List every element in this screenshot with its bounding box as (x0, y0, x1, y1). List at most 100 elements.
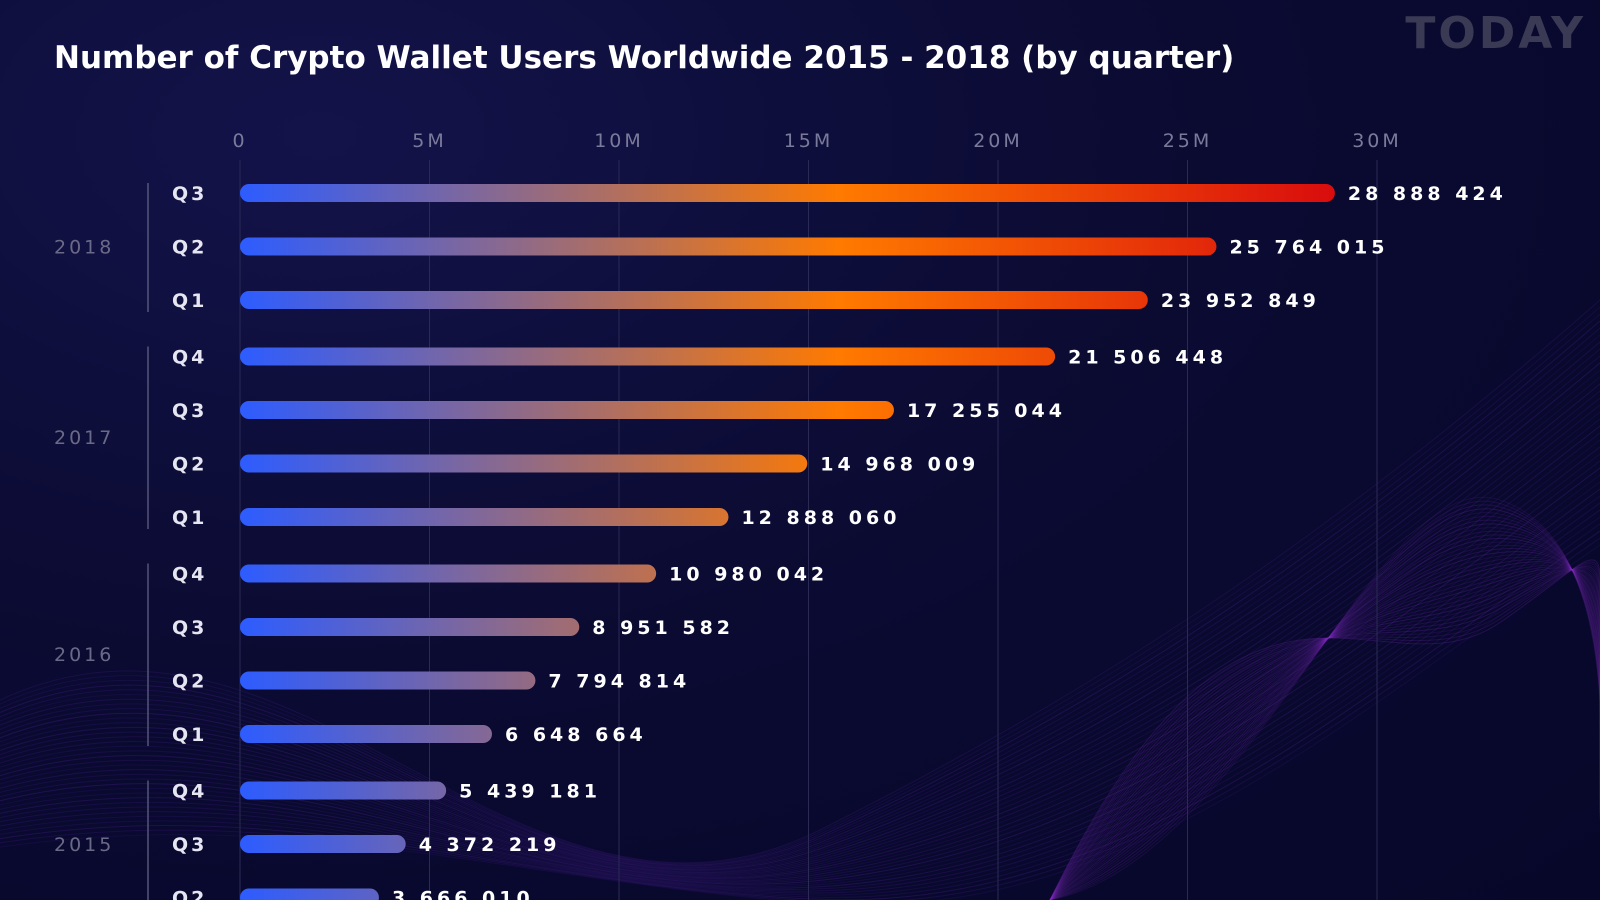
wave-line (1049, 567, 1600, 900)
bar (240, 237, 1217, 256)
value-label: 28 888 424 (1348, 183, 1507, 205)
wave-line (1049, 559, 1600, 900)
bar (240, 454, 808, 473)
wave-line (0, 481, 1600, 888)
x-tick-label: 20M (973, 130, 1023, 152)
x-tick-label: 25M (1163, 130, 1213, 152)
wave-line (1049, 544, 1600, 900)
wave-line (0, 383, 1600, 874)
wave-line (1049, 568, 1600, 900)
wave-line (1049, 541, 1600, 900)
bar (240, 184, 1335, 202)
wave-line (0, 432, 1600, 880)
quarter-label: Q1 (172, 507, 207, 529)
wave-line (0, 299, 1600, 864)
x-axis-ticks: 0 5M 10M 15M 20M 25M 30M (232, 130, 1398, 152)
value-label: 17 255 044 (907, 400, 1066, 422)
quarter-label: Q1 (172, 290, 207, 312)
bar (240, 671, 536, 690)
quarter-label: Q1 (172, 724, 207, 746)
wave-line (0, 425, 1600, 879)
quarter-label: Q2 (172, 671, 207, 693)
wave-line (0, 341, 1600, 869)
quarter-label: Q3 (172, 617, 207, 639)
wave-line (1049, 568, 1600, 900)
value-label: 23 952 849 (1161, 290, 1320, 312)
value-label: 12 888 060 (741, 507, 900, 529)
value-label: 14 968 009 (820, 454, 979, 476)
x-tick-label: 0 (232, 130, 247, 152)
wave-line (0, 495, 1600, 891)
wave-line (0, 509, 1600, 894)
year-label: 2016 (54, 644, 114, 666)
wave-line (0, 334, 1600, 868)
value-label: 21 506 448 (1068, 347, 1227, 369)
wave-line (1049, 500, 1600, 900)
quarter-label: Q3 (172, 183, 207, 205)
quarter-label: Q4 (172, 564, 207, 586)
wave-line (1049, 563, 1600, 900)
wave-line (1049, 496, 1600, 900)
value-label: 25 764 015 (1229, 237, 1388, 259)
chart-title: Number of Crypto Wallet Users Worldwide … (54, 40, 1235, 76)
wave-line (1049, 564, 1600, 900)
wave-line (0, 397, 1600, 875)
value-label: 10 980 042 (669, 564, 828, 586)
wave-line (1049, 534, 1600, 900)
bar (240, 564, 657, 583)
year-groups: 2018 2017 2016 2015 (54, 183, 149, 900)
wave-line (1049, 537, 1600, 900)
wave-line (1049, 561, 1600, 900)
wave-line (0, 439, 1600, 881)
wave-line (0, 537, 1600, 900)
value-label: 7 794 814 (548, 671, 690, 693)
value-label: 8 951 582 (592, 617, 734, 639)
x-tick-label: 5M (412, 130, 446, 152)
wave-line (1049, 566, 1600, 900)
wave-line (0, 327, 1600, 867)
quarter-label: Q2 (172, 454, 207, 476)
wave-line (0, 488, 1600, 889)
wave-line (0, 523, 1600, 898)
bar (240, 618, 580, 636)
bar (240, 781, 447, 800)
grid-lines (239, 160, 1378, 900)
wave-line (0, 320, 1600, 866)
wave-line (1049, 559, 1600, 900)
wave-line (1049, 523, 1600, 900)
wave-line (1049, 561, 1600, 900)
year-label: 2017 (54, 427, 114, 449)
wave-line (0, 502, 1600, 892)
year-label: 2018 (54, 237, 114, 259)
wave-line (1049, 527, 1600, 900)
quarter-label: Q4 (172, 781, 207, 803)
wave-line (1049, 530, 1600, 900)
wave-line (1049, 519, 1600, 900)
bar (240, 835, 406, 853)
wave-line (0, 411, 1600, 877)
bar (240, 725, 492, 743)
x-tick-label: 10M (594, 130, 644, 152)
wave-line (1049, 564, 1600, 900)
wave-line (0, 313, 1600, 865)
bar (240, 508, 729, 526)
bar (240, 347, 1056, 366)
today-logo: TODAY (1405, 8, 1586, 59)
value-label: 3 666 010 (392, 888, 534, 900)
wave-line (1049, 556, 1600, 900)
wave-line (0, 418, 1600, 878)
bar (240, 291, 1148, 309)
x-tick-label: 15M (784, 130, 834, 152)
wave-line (0, 390, 1600, 874)
wave-line (1049, 548, 1600, 900)
quarter-label: Q4 (172, 347, 207, 369)
value-label: 6 648 664 (505, 724, 647, 746)
quarter-label: Q2 (172, 237, 207, 259)
wave-line (1049, 551, 1600, 900)
wave-line (1049, 563, 1600, 900)
bar (240, 888, 379, 900)
wave-line (0, 530, 1600, 900)
wave-line (0, 404, 1600, 876)
